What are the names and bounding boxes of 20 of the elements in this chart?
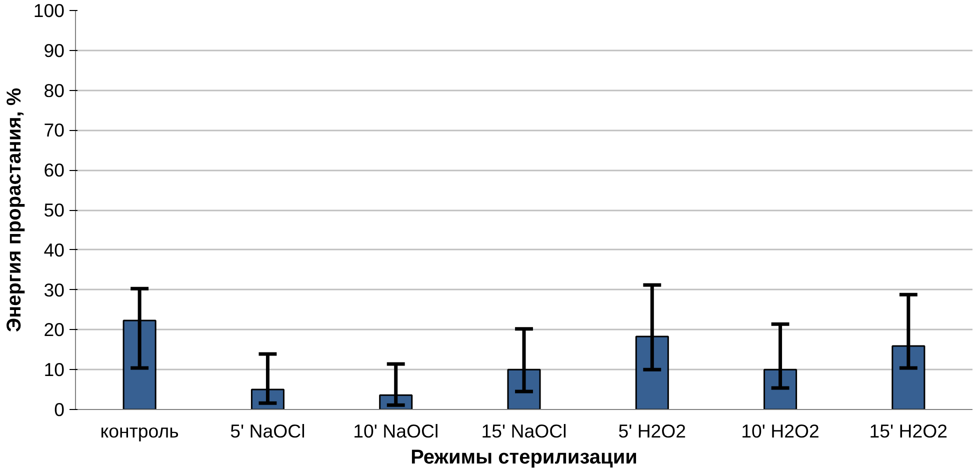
y-tick-label: 80 [44,80,65,101]
y-tick-label: 40 [44,239,65,260]
x-tick-label: 5' NaOCl [230,420,306,442]
y-tick-label: 30 [44,279,65,300]
y-tick-label: 100 [33,0,65,21]
y-axis-title: Энергия прорастания, % [3,88,26,332]
x-tick-label: 10' H2O2 [741,420,820,442]
x-tick-label: контроль [100,420,179,442]
y-tick-label: 60 [44,160,65,181]
y-tick-label: 50 [44,200,65,220]
x-tick-label: 10' NaOCl [353,420,439,442]
y-tick-label: 70 [44,120,65,141]
y-tick-label: 10 [44,359,65,380]
y-tick-label: 20 [44,319,65,340]
x-axis-title: Режимы стерилизации [410,446,638,468]
x-tick-label: 5' H2O2 [618,420,686,442]
y-tick-label: 90 [44,40,65,61]
y-tick-label: 0 [54,399,65,420]
x-tick-label: 15' H2O2 [869,420,948,442]
x-tick-label: 15' NaOCl [481,420,567,442]
